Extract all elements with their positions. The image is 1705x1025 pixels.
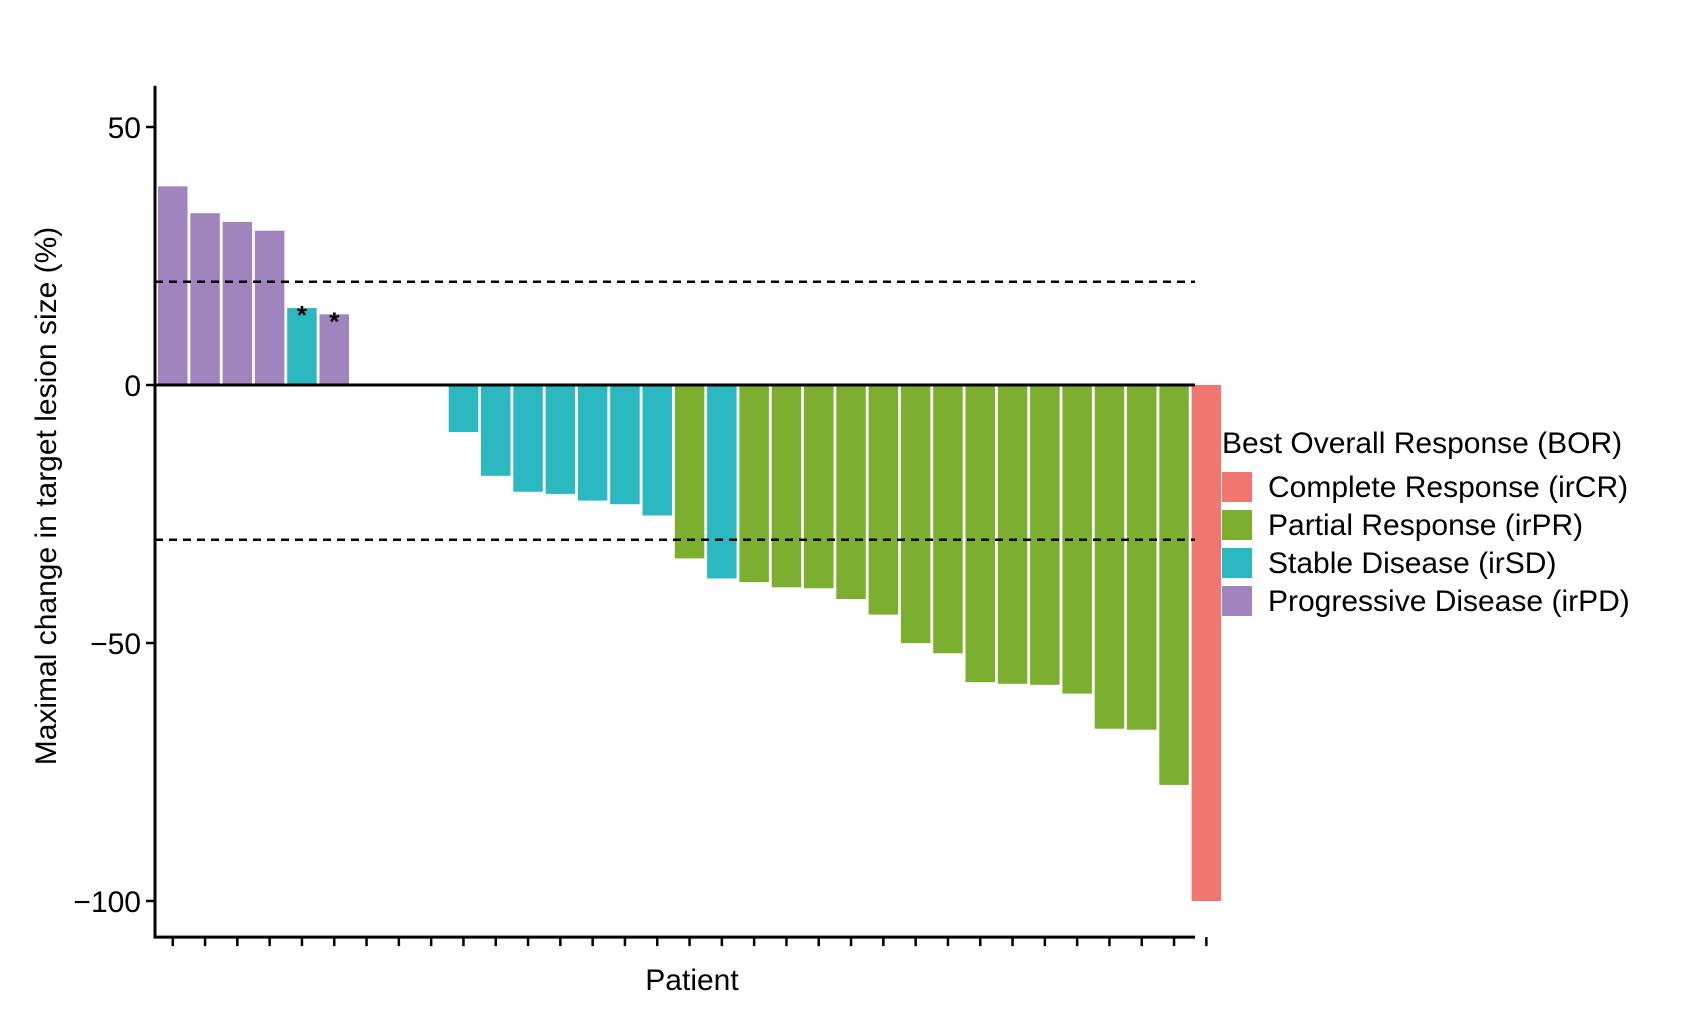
legend-label-irPR: Partial Response (irPR) bbox=[1268, 509, 1583, 542]
bar-patient-22 bbox=[836, 385, 866, 600]
bar-patient-16 bbox=[642, 385, 672, 516]
bar-patient-1 bbox=[158, 186, 188, 385]
bar-patient-25 bbox=[933, 385, 963, 654]
bar-patient-3 bbox=[222, 221, 253, 385]
legend-key-irPR bbox=[1222, 510, 1252, 540]
bar-patient-6 bbox=[319, 314, 349, 385]
legend-label-irCR: Complete Response (irCR) bbox=[1268, 471, 1628, 504]
legend-key-irPD bbox=[1222, 586, 1252, 616]
bar-patient-12 bbox=[513, 385, 543, 492]
bar-patient-20 bbox=[771, 385, 802, 588]
y-tick-label: −100 bbox=[73, 886, 141, 919]
bar-patient-26 bbox=[965, 385, 995, 683]
legend-label-irPD: Progressive Disease (irPD) bbox=[1268, 585, 1630, 618]
bar-patient-27 bbox=[997, 385, 1028, 684]
legend-key-irCR bbox=[1222, 472, 1252, 502]
bar-patient-11 bbox=[481, 385, 511, 476]
bar-patient-21 bbox=[804, 385, 834, 589]
y-tick-label: 50 bbox=[108, 112, 141, 145]
bar-patient-19 bbox=[739, 385, 769, 583]
axes: 50 0 −50 −100 bbox=[73, 85, 1208, 947]
reference-lines bbox=[155, 280, 1195, 542]
bar-patient-13 bbox=[545, 385, 576, 494]
y-tick-label: 0 bbox=[124, 370, 141, 403]
bar-patient-15 bbox=[610, 385, 640, 505]
y-tick-label: −50 bbox=[90, 628, 141, 661]
bar-patient-2 bbox=[190, 213, 220, 385]
bars-layer bbox=[158, 186, 1222, 901]
legend-entries: Complete Response (irCR) Partial Response… bbox=[1222, 471, 1630, 618]
bar-patient-4 bbox=[254, 230, 285, 385]
bar-patient-14 bbox=[577, 385, 608, 501]
annotations: * * bbox=[297, 300, 340, 336]
bar-patient-24 bbox=[900, 385, 931, 643]
bar-patient-17 bbox=[674, 385, 705, 559]
bar-patient-28 bbox=[1030, 385, 1060, 685]
bar-patient-30 bbox=[1094, 385, 1125, 729]
legend-title: Best Overall Response (BOR) bbox=[1222, 427, 1622, 460]
y-axis-title: Maximal change in target lesion size (%) bbox=[30, 227, 63, 766]
bar-patient-32 bbox=[1159, 385, 1189, 785]
legend: Best Overall Response (BOR) Complete Res… bbox=[1222, 427, 1630, 618]
bar-patient-10 bbox=[448, 385, 479, 432]
bar-patient-31 bbox=[1127, 385, 1157, 730]
annotation-asterisk: * bbox=[297, 300, 308, 330]
bar-patient-23 bbox=[868, 385, 899, 615]
legend-label-irSD: Stable Disease (irSD) bbox=[1268, 547, 1556, 580]
bar-patient-33 bbox=[1191, 385, 1222, 901]
bar-patient-5 bbox=[287, 308, 317, 385]
annotation-asterisk: * bbox=[329, 306, 340, 336]
x-axis-title: Patient bbox=[645, 964, 739, 997]
bar-patient-18 bbox=[707, 385, 737, 579]
legend-key-irSD bbox=[1222, 548, 1252, 578]
